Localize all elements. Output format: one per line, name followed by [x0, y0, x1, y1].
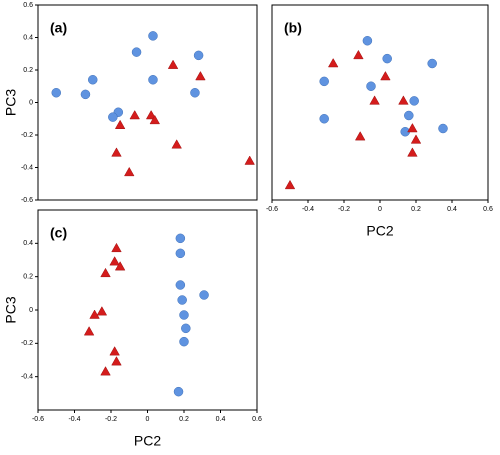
y-axis-label: PC3: [3, 296, 19, 323]
circle-point: [382, 53, 392, 64]
triangle-point: [380, 70, 391, 81]
circle-point: [173, 386, 184, 397]
circle-point: [148, 75, 158, 85]
triangle-point: [114, 119, 126, 129]
y-tick-label: 0: [29, 307, 33, 314]
plot-frame: [271, 4, 489, 201]
circle-point: [366, 81, 376, 91]
triangle-point: [83, 326, 95, 336]
circle-point: [175, 280, 186, 290]
triangle-point: [354, 131, 366, 141]
circle-point: [409, 96, 419, 106]
x-tick-label: 0: [146, 416, 150, 423]
y-axis-label: PC3: [3, 89, 19, 116]
circle-point: [51, 88, 61, 98]
triangle-point: [327, 57, 339, 68]
circle-point: [319, 114, 329, 124]
triangle-point: [407, 147, 418, 157]
x-tick-label: 0: [378, 206, 382, 213]
triangle-point: [145, 109, 157, 120]
x-tick-label: -0.6: [32, 416, 44, 423]
circle-point: [181, 323, 191, 334]
y-tick-label: -0.4: [21, 374, 33, 381]
y-tick-label: -0.2: [21, 340, 33, 347]
y-tick-label: -0.6: [21, 197, 33, 204]
triangle-point: [100, 366, 111, 376]
triangle-point: [244, 155, 255, 165]
triangle-point: [369, 95, 380, 105]
circle-point: [438, 123, 448, 134]
x-tick-label: 0.4: [447, 206, 457, 213]
triangle-point: [410, 134, 422, 144]
plot-frame: [37, 4, 258, 201]
x-tick-label: -0.6: [266, 206, 278, 213]
x-tick-label: -0.2: [338, 206, 350, 213]
circle-point: [199, 290, 209, 300]
circle-point: [319, 76, 329, 87]
circle-point: [131, 47, 142, 57]
triangle-point: [167, 59, 179, 69]
triangle-point: [407, 122, 418, 133]
circle-point: [193, 50, 204, 61]
triangle-point: [109, 346, 120, 356]
x-axis-label: PC2: [134, 433, 161, 449]
triangle-point: [353, 49, 364, 60]
circle-point: [175, 248, 186, 259]
circle-point: [190, 88, 200, 98]
triangle-point: [100, 267, 111, 278]
panel-label: (a): [50, 20, 67, 36]
triangle-point: [114, 261, 126, 271]
circle-point: [362, 36, 373, 46]
triangle-point: [398, 95, 409, 105]
y-tick-label: -0.2: [21, 132, 33, 139]
x-tick-label: 0.4: [216, 416, 226, 423]
triangle-point: [171, 139, 182, 149]
y-tick-label: 0.2: [23, 67, 33, 74]
triangle-point: [129, 109, 140, 120]
triangle-point: [195, 70, 206, 81]
y-tick-label: 0.6: [23, 2, 33, 9]
x-tick-label: -0.4: [68, 416, 80, 423]
circle-point: [179, 336, 189, 347]
panel-label: (c): [50, 225, 67, 241]
x-axis-label: PC2: [366, 223, 393, 239]
plot-frame: [37, 209, 258, 411]
y-tick-label: -0.4: [21, 164, 33, 171]
y-tick-label: 0.4: [23, 240, 33, 247]
x-tick-label: 0.2: [411, 206, 421, 213]
circle-point: [177, 295, 187, 305]
x-tick-label: -0.4: [302, 206, 314, 213]
circle-point: [88, 75, 98, 85]
panel-label: (b): [284, 20, 302, 36]
x-tick-label: 0.6: [252, 416, 262, 423]
y-tick-label: 0.4: [23, 34, 33, 41]
y-tick-label: 0.2: [23, 274, 33, 281]
x-tick-label: 0.2: [179, 416, 189, 423]
y-tick-label: 0: [29, 99, 33, 106]
circle-point: [427, 58, 437, 69]
triangle-point: [96, 306, 108, 316]
circle-point: [148, 31, 158, 41]
x-tick-label: 0.6: [483, 206, 493, 213]
triangle-point: [89, 309, 100, 319]
triangle-point: [111, 147, 122, 157]
triangle-point: [111, 242, 122, 253]
triangle-point: [124, 166, 135, 177]
circle-point: [179, 310, 189, 320]
triangle-point: [111, 356, 122, 366]
circle-point: [175, 233, 186, 244]
circle-point: [404, 110, 414, 121]
circle-point: [80, 89, 91, 100]
triangle-point: [284, 179, 296, 190]
triangle-point: [149, 114, 161, 125]
circle-point: [108, 112, 118, 122]
triangle-point: [109, 256, 120, 266]
x-tick-label: -0.2: [105, 416, 117, 423]
